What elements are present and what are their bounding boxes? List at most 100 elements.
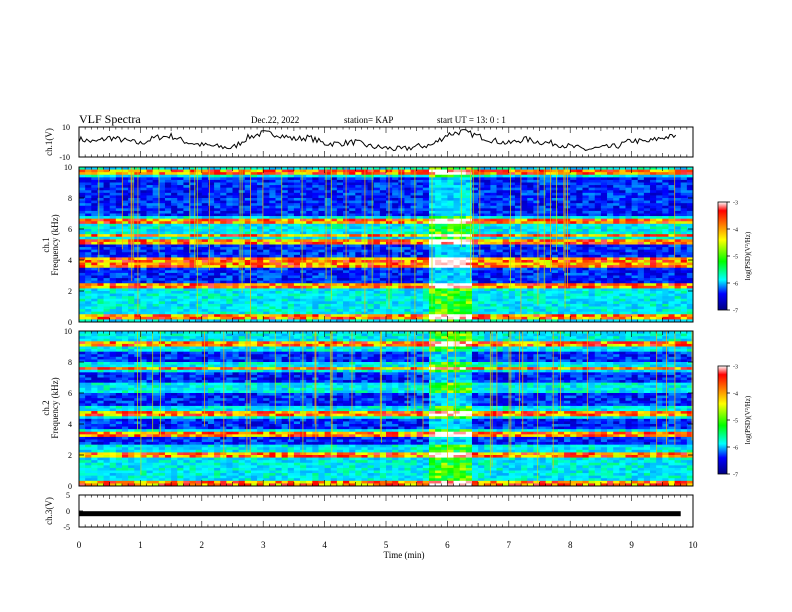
spectrogram-cell xyxy=(502,260,510,263)
spectrogram-cell xyxy=(220,187,227,191)
spectrogram-cell xyxy=(226,226,233,230)
spectrogram-cell xyxy=(588,221,596,225)
spectrogram-cell xyxy=(177,267,184,271)
spectrogram-cell xyxy=(478,241,485,245)
spectrogram-cell xyxy=(214,205,221,209)
spectrogram-cell xyxy=(656,190,663,194)
spectrogram-cell xyxy=(496,254,504,258)
spectrogram-cell xyxy=(650,177,657,181)
spectrogram-cell xyxy=(171,270,178,274)
spectrogram-cell xyxy=(588,293,596,297)
spectrogram-cell xyxy=(600,272,608,276)
spectrogram-cell xyxy=(379,249,387,253)
spectrogram-cell xyxy=(557,179,565,183)
spectrogram-cell xyxy=(392,198,399,201)
spectrogram-cell xyxy=(189,169,197,173)
spectrogram-cell xyxy=(576,244,583,248)
spectrogram-cell xyxy=(416,223,424,227)
spectrogram-cell xyxy=(379,192,387,196)
spectrogram-cell xyxy=(613,241,620,245)
spectrogram-cell xyxy=(668,265,675,269)
spectrogram-cell xyxy=(594,270,602,274)
spectrogram-cell xyxy=(514,267,522,271)
spectrogram-cell xyxy=(91,226,98,230)
spectrogram-cell xyxy=(103,241,111,245)
spectrogram-cell xyxy=(447,187,454,191)
spectrogram-cell xyxy=(582,200,590,204)
spectrogram-cell xyxy=(244,236,252,240)
spectrogram-cell xyxy=(502,203,510,207)
spectrogram-cell xyxy=(189,257,197,261)
spectrogram-cell xyxy=(422,270,430,274)
spectrogram-cell xyxy=(232,241,240,245)
spectrogram-cell xyxy=(103,167,111,170)
spectrogram-cell xyxy=(545,198,553,201)
spectrogram-cell xyxy=(79,260,86,263)
spectrogram-cell xyxy=(582,198,590,201)
spectrogram-cell xyxy=(607,280,614,284)
spectrogram-cell xyxy=(631,265,639,269)
spectrogram-cell xyxy=(275,210,283,214)
spectrogram-cell xyxy=(619,190,626,194)
spectrogram-cell xyxy=(686,218,694,222)
spectrogram-cell xyxy=(171,249,178,253)
spectrogram-cell xyxy=(465,270,473,274)
spectrogram-cell xyxy=(300,249,307,253)
spectrogram-cell xyxy=(207,187,215,191)
spectrogram-cell xyxy=(625,208,632,212)
spectrogram-cell xyxy=(545,218,553,222)
spectrogram-cell xyxy=(680,254,688,258)
spectrogram-cell xyxy=(140,267,147,271)
spectrogram-cell xyxy=(140,179,147,183)
spectrogram-cell xyxy=(373,291,381,294)
spectrogram-cell xyxy=(471,241,479,245)
spectrogram-cell xyxy=(484,257,491,261)
spectrogram-cell xyxy=(152,280,160,284)
spectrogram-cell xyxy=(459,203,467,207)
spectrogram-cell xyxy=(367,205,375,209)
spectrogram-cell xyxy=(257,285,264,289)
spectrogram-cell xyxy=(318,213,325,217)
spectrogram-cell xyxy=(220,179,227,183)
spectrogram-cell xyxy=(613,190,620,194)
spectrogram-cell xyxy=(680,265,688,269)
spectrogram-cell xyxy=(250,272,258,276)
spectrogram-cell xyxy=(551,190,559,194)
spectrogram-cell xyxy=(79,179,86,183)
spectrogram-cell xyxy=(680,231,688,235)
spectrogram-cell xyxy=(91,192,98,196)
spectrogram-cell xyxy=(257,169,264,173)
spectrogram-cell xyxy=(607,278,614,282)
spectrogram-cell xyxy=(269,190,276,194)
spectrogram-cell xyxy=(355,260,362,263)
spectrogram-cell xyxy=(140,270,147,274)
spectrogram-cell xyxy=(103,185,111,189)
spectrogram-cell xyxy=(650,216,657,220)
spectrogram-cell xyxy=(582,221,590,225)
spectrogram-cell xyxy=(447,241,454,245)
spectrogram-cell xyxy=(514,265,522,269)
spectrogram-cell xyxy=(201,260,209,263)
spectrogram-cell xyxy=(201,198,209,201)
spectrogram-cell xyxy=(349,272,356,276)
spectrogram-cell xyxy=(109,195,117,199)
spectrogram-cell xyxy=(533,172,540,176)
spectrogram-cell xyxy=(392,174,399,178)
spectrogram-cell xyxy=(97,285,104,289)
spectrogram-cell xyxy=(281,221,289,225)
spectrogram-cell xyxy=(465,167,473,170)
spectrogram-cell xyxy=(232,272,240,276)
spectrogram-cell xyxy=(214,275,221,279)
spectrogram-cell xyxy=(539,249,547,253)
spectrogram-cell xyxy=(533,229,540,232)
spectrogram-cell xyxy=(269,210,276,214)
spectrogram-cell xyxy=(318,254,325,258)
spectrogram-cell xyxy=(404,190,411,194)
spectrogram-cell xyxy=(533,267,540,271)
spectrogram-cell xyxy=(226,182,233,186)
spectrogram-cell xyxy=(171,280,178,284)
spectrogram-cell xyxy=(533,236,540,240)
spectrogram-cell xyxy=(422,241,430,245)
spectrogram-cell xyxy=(379,283,387,287)
spectrogram-cell xyxy=(232,293,240,297)
